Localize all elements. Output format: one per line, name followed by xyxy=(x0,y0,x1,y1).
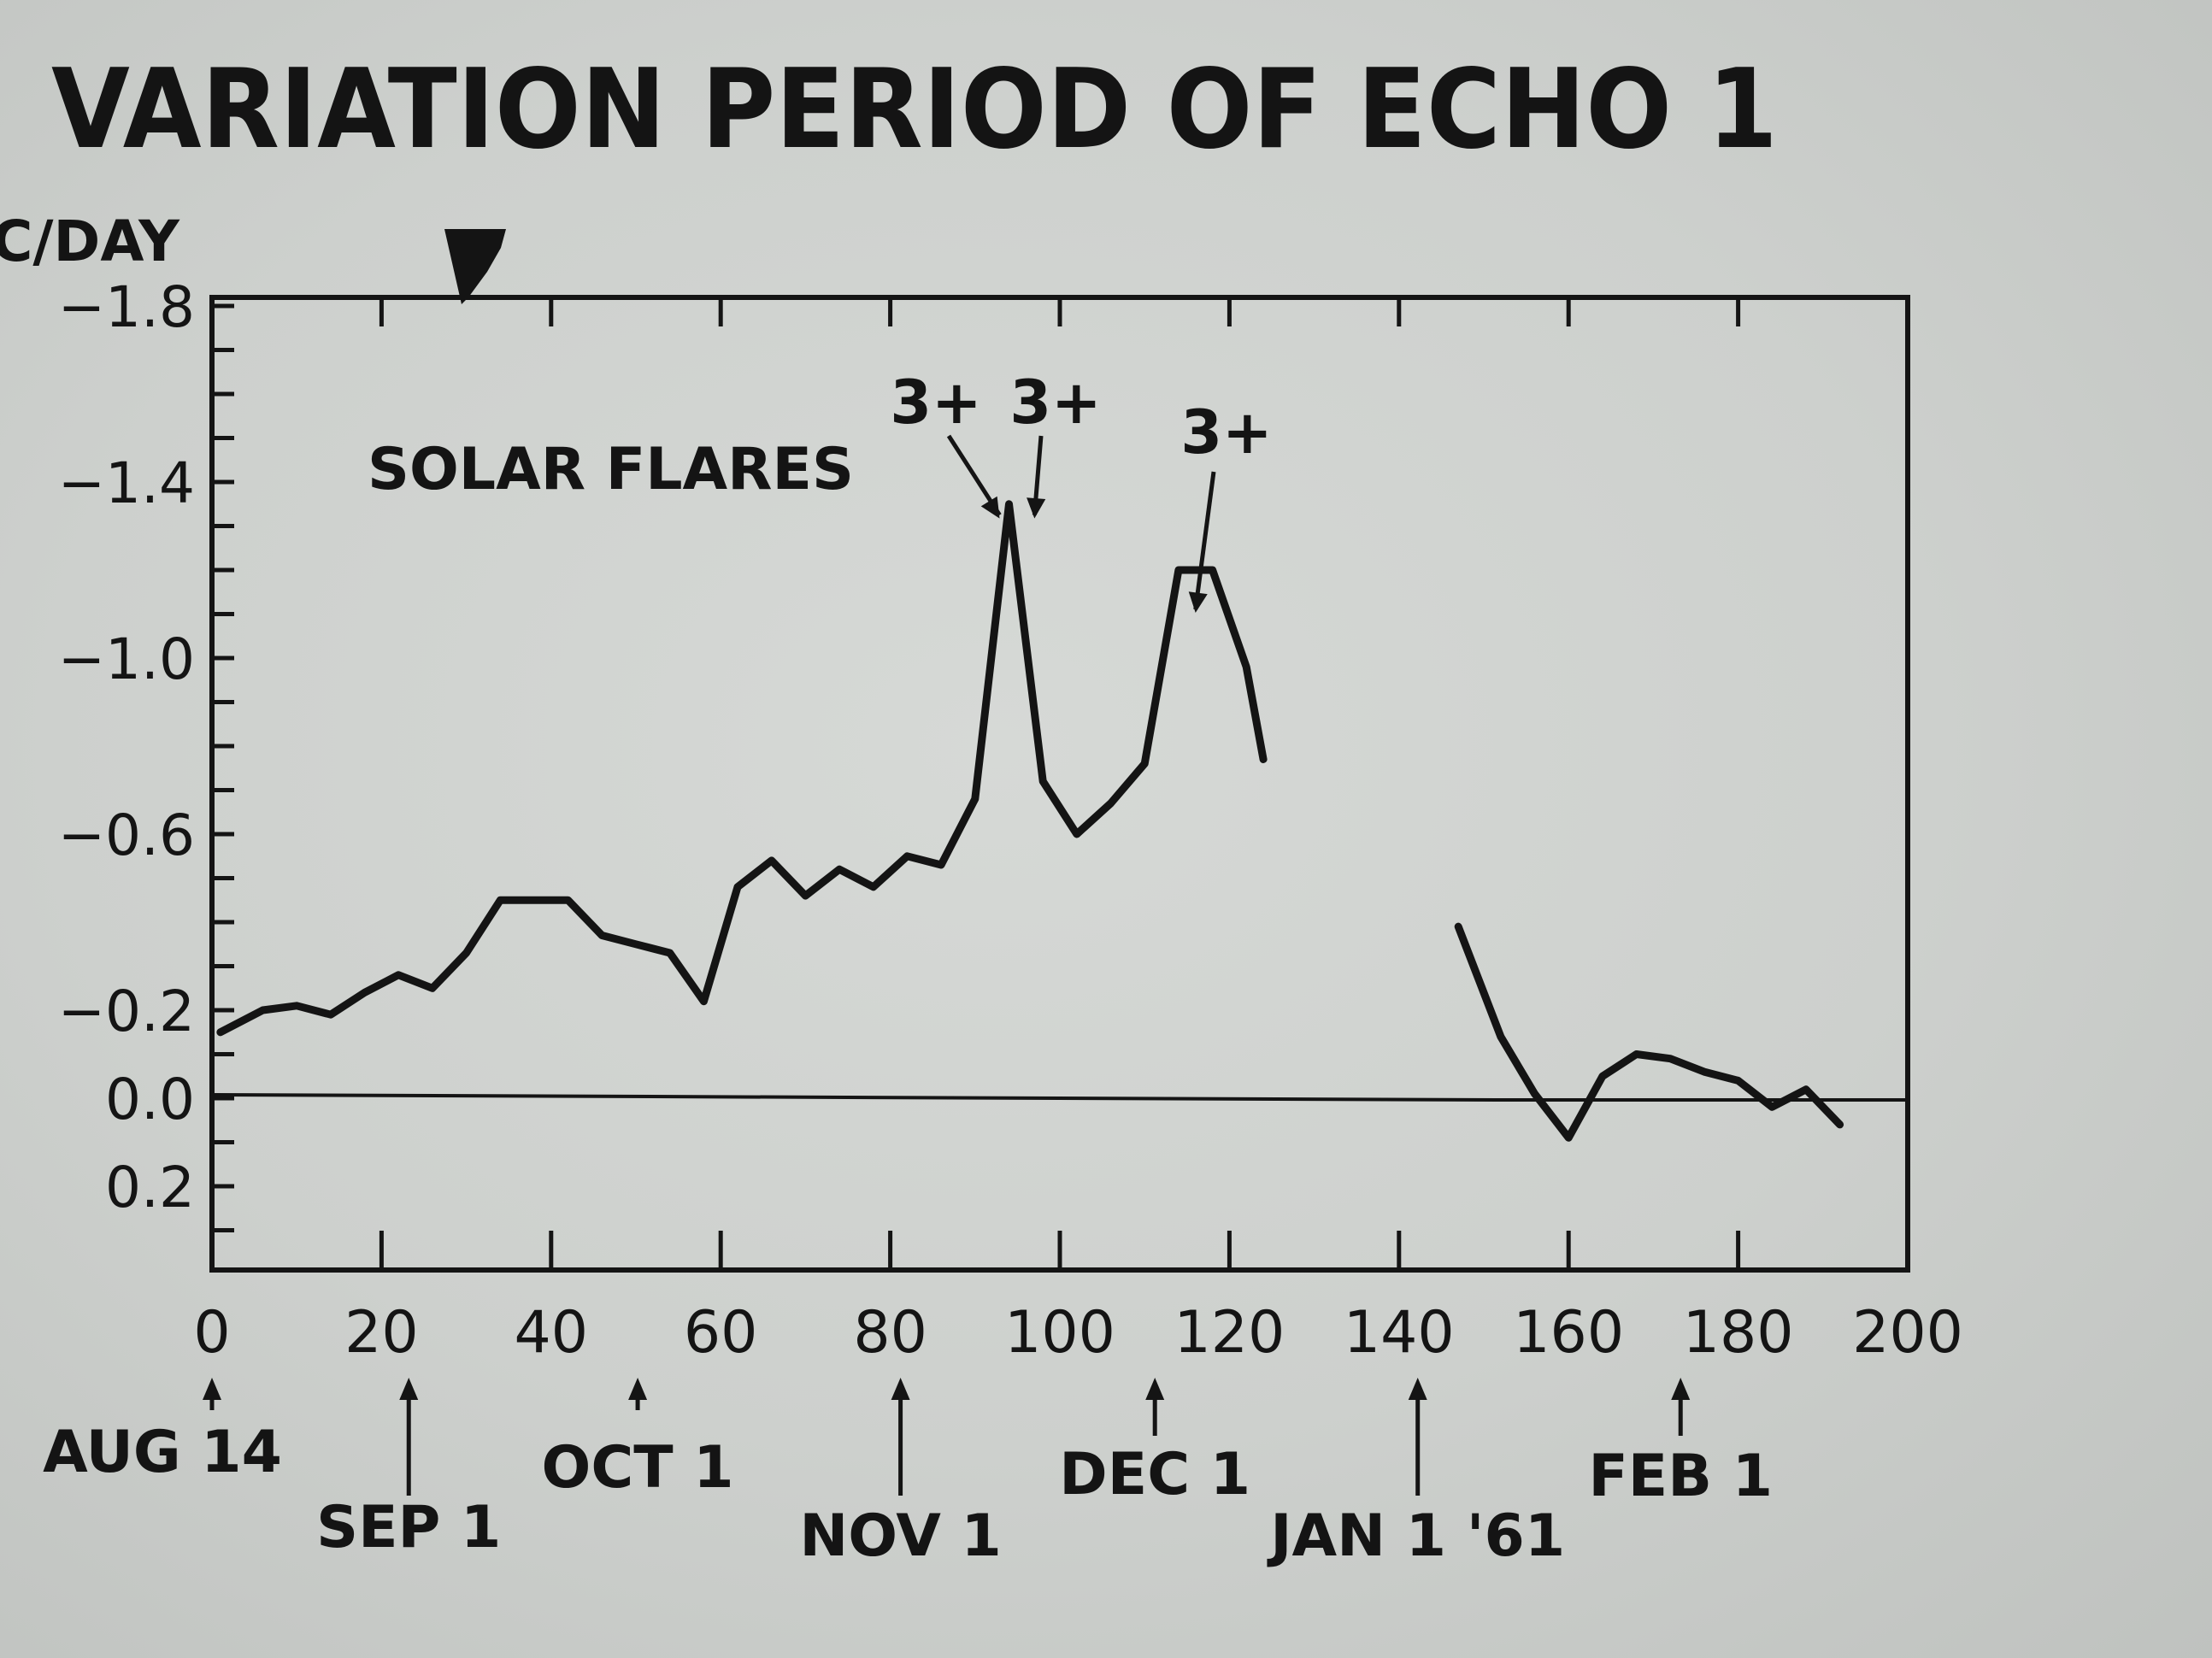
x-tick-label: 180 xyxy=(1683,1299,1794,1367)
date-marker-arrowhead xyxy=(203,1378,221,1400)
chart-title: VARIATION PERIOD OF ECHO 1 xyxy=(51,46,1778,173)
y-tick-label: −1.4 xyxy=(58,450,195,516)
axis-ticks xyxy=(209,297,1910,1270)
flare-arrowhead xyxy=(1188,591,1208,613)
date-marker-label: JAN 1 '61 xyxy=(1267,1502,1565,1570)
tick-labels: 0 20 40 60 80 100 120 140 160 180 200 −1.8 −1.4 −1.0 −… xyxy=(58,274,1963,1367)
date-marker-label: AUG 14 xyxy=(43,1419,282,1486)
date-marker-arrowhead xyxy=(399,1378,419,1400)
y-tick-label: 0.0 xyxy=(105,1067,195,1132)
x-tick-label: 20 xyxy=(344,1299,419,1367)
flare-label: 3+ xyxy=(1009,367,1101,438)
y-axis-unit-label: C/DAY xyxy=(0,209,180,274)
y-tick-label: 0.2 xyxy=(105,1155,195,1220)
date-marker-arrowhead xyxy=(891,1378,910,1400)
x-tick-label: 40 xyxy=(515,1299,589,1367)
date-marker-label: DEC 1 xyxy=(1059,1441,1250,1508)
x-tick-label: 160 xyxy=(1513,1299,1624,1367)
x-tick-label: 120 xyxy=(1174,1299,1285,1367)
flare-label: 3+ xyxy=(890,367,981,438)
x-tick-label: 60 xyxy=(684,1299,758,1367)
x-tick-label: 200 xyxy=(1852,1299,1963,1367)
zero-line xyxy=(211,1093,1497,1102)
zero-line-group xyxy=(211,1093,1908,1102)
corner-wedge-mark xyxy=(444,229,506,304)
series-lines xyxy=(216,500,1844,1142)
date-marker-label: FEB 1 xyxy=(1588,1443,1773,1510)
flare-arrowhead xyxy=(1027,497,1046,519)
date-markers: AUG 14 SEP 1 OCT 1 NOV 1 DEC 1 JAN 1 '61 FEB 1 xyxy=(43,1378,1773,1570)
y-tick-label: −0.6 xyxy=(58,803,195,868)
date-marker-label: OCT 1 xyxy=(542,1434,734,1502)
flare-arrow xyxy=(1193,471,1216,610)
y-tick-label: −1.0 xyxy=(58,626,195,692)
flare-arrowhead xyxy=(980,496,1000,519)
series-line-segment xyxy=(1454,922,1844,1142)
date-marker-arrowhead xyxy=(628,1378,648,1400)
flare-label: 3+ xyxy=(1180,397,1272,467)
annotations: SOLAR FLARES 3+ 3+ 3+ xyxy=(368,367,1273,613)
x-tick-label: 80 xyxy=(853,1299,927,1367)
x-tick-label: 0 xyxy=(193,1299,230,1367)
x-tick-label: 100 xyxy=(1004,1299,1115,1367)
date-marker-label: NOV 1 xyxy=(799,1502,1002,1570)
date-marker-label: SEP 1 xyxy=(316,1494,501,1561)
date-marker-arrowhead xyxy=(1408,1378,1427,1400)
y-tick-label: −1.8 xyxy=(58,274,195,340)
date-marker-arrowhead xyxy=(1145,1378,1165,1400)
series-line-segment xyxy=(216,500,1268,1037)
x-tick-label: 140 xyxy=(1344,1299,1455,1367)
y-tick-label: −0.2 xyxy=(58,979,195,1044)
date-marker-arrowhead xyxy=(1671,1378,1691,1400)
solar-flares-label: SOLAR FLARES xyxy=(368,436,854,503)
